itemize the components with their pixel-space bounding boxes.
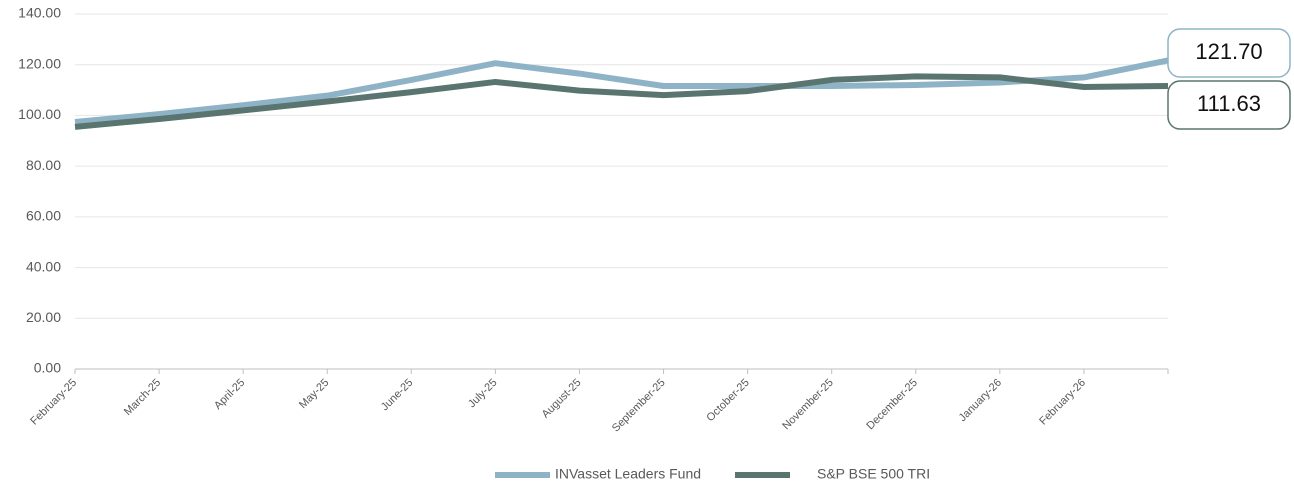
x-tick-label: November-25 — [780, 377, 836, 433]
x-tick-label: March-25 — [122, 377, 163, 418]
x-tick-label: February-26 — [1037, 377, 1088, 428]
x-tick-label: July-25 — [466, 377, 500, 411]
x-tick-label: February-25 — [28, 377, 79, 428]
legend-label: INVasset Leaders Fund — [555, 466, 701, 482]
series-line — [74, 57, 1169, 126]
callout-box — [1167, 28, 1291, 78]
y-tick-label: 100.00 — [18, 106, 61, 122]
y-tick-label: 40.00 — [26, 258, 61, 274]
x-tick-label: August-25 — [540, 377, 584, 421]
series-line — [74, 73, 1169, 130]
y-tick-label: 60.00 — [26, 208, 61, 224]
x-tick-label: September-25 — [610, 377, 668, 435]
x-tick-label: October-25 — [704, 377, 751, 424]
x-tick-label: June-25 — [379, 377, 416, 414]
x-tick-label: December-25 — [864, 377, 920, 433]
callout-box — [1167, 80, 1291, 130]
y-tick-label: 80.00 — [26, 157, 61, 173]
legend-label: S&P BSE 500 TRI — [817, 466, 930, 482]
y-tick-label: 20.00 — [26, 309, 61, 325]
x-tick-label: January-26 — [957, 377, 1004, 424]
data-label: 111.63 — [1197, 91, 1261, 116]
x-tick-label: April-25 — [212, 377, 247, 412]
x-tick-label: May-25 — [297, 377, 331, 411]
data-label: 121.70 — [1195, 39, 1262, 64]
y-tick-label: 140.00 — [18, 5, 61, 21]
y-tick-label: 0.00 — [34, 360, 61, 376]
y-tick-label: 120.00 — [18, 55, 61, 71]
